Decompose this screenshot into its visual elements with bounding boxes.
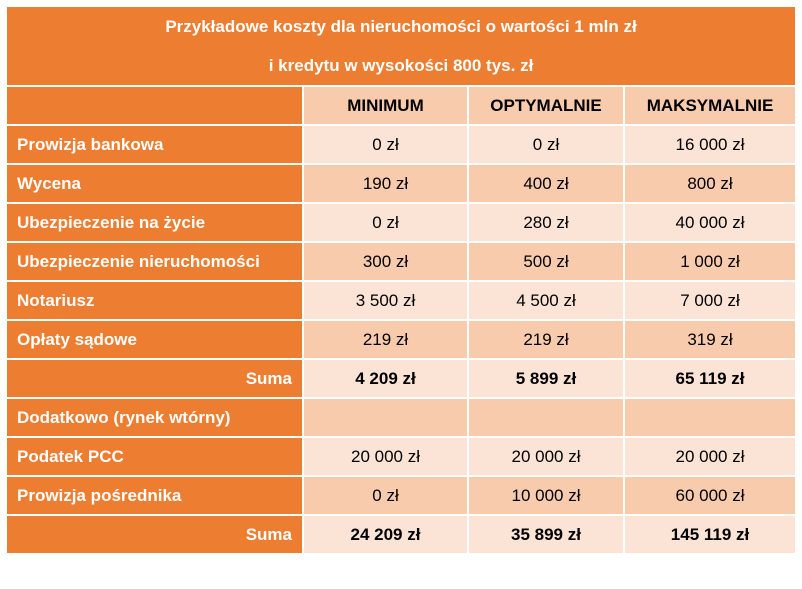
cell-minimum: 3 500 zł (302, 280, 469, 321)
cell-minimum (302, 397, 469, 438)
title-line-2: i kredytu w wysokości 800 tys. zł (268, 56, 534, 75)
header-maksymalnie: MAKSYMALNIE (622, 85, 798, 126)
row-label: Opłaty sądowe (5, 319, 304, 360)
cell-optymalnie: 400 zł (467, 163, 625, 204)
cell-maksymalnie: 20 000 zł (622, 436, 798, 477)
cell-optymalnie: 0 zł (467, 124, 625, 165)
cell-optymalnie (467, 397, 625, 438)
table-row: Ubezpieczenie na życie 0 zł 280 zł 40 00… (5, 202, 798, 243)
sum-label: Suma (5, 514, 304, 555)
sum-optymalnie: 5 899 zł (467, 358, 625, 399)
cell-maksymalnie: 7 000 zł (622, 280, 798, 321)
cell-minimum: 190 zł (302, 163, 469, 204)
row-label: Prowizja pośrednika (5, 475, 304, 516)
cell-minimum: 300 zł (302, 241, 469, 282)
sum-maksymalnie: 145 119 zł (622, 514, 798, 555)
section-label: Dodatkowo (rynek wtórny) (5, 397, 304, 438)
table-row: Podatek PCC 20 000 zł 20 000 zł 20 000 z… (5, 436, 798, 477)
sum-optymalnie: 35 899 zł (467, 514, 625, 555)
cost-table: Przykładowe koszty dla nieruchomości o w… (4, 5, 798, 555)
cell-minimum: 20 000 zł (302, 436, 469, 477)
table-row: Prowizja pośrednika 0 zł 10 000 zł 60 00… (5, 475, 798, 516)
header-optymalnie: OPTYMALNIE (467, 85, 625, 126)
cell-minimum: 0 zł (302, 124, 469, 165)
cell-optymalnie: 10 000 zł (467, 475, 625, 516)
title-line-1: Przykładowe koszty dla nieruchomości o w… (165, 17, 637, 36)
cell-minimum: 219 zł (302, 319, 469, 360)
sum-label: Suma (5, 358, 304, 399)
table-row: Opłaty sądowe 219 zł 219 zł 319 zł (5, 319, 798, 360)
table-title: Przykładowe koszty dla nieruchomości o w… (4, 5, 798, 87)
row-label: Prowizja bankowa (5, 124, 304, 165)
cell-maksymalnie: 40 000 zł (622, 202, 798, 243)
title-row: Przykładowe koszty dla nieruchomości o w… (4, 5, 798, 87)
sum-minimum: 24 209 zł (302, 514, 469, 555)
row-label: Ubezpieczenie nieruchomości (5, 241, 304, 282)
cell-minimum: 0 zł (302, 475, 469, 516)
cell-maksymalnie: 60 000 zł (622, 475, 798, 516)
row-label: Podatek PCC (5, 436, 304, 477)
cell-minimum: 0 zł (302, 202, 469, 243)
row-label: Ubezpieczenie na życie (5, 202, 304, 243)
cell-maksymalnie: 1 000 zł (622, 241, 798, 282)
sum-minimum: 4 209 zł (302, 358, 469, 399)
table-row: Ubezpieczenie nieruchomości 300 zł 500 z… (5, 241, 798, 282)
cell-maksymalnie: 16 000 zł (622, 124, 798, 165)
sum-maksymalnie: 65 119 zł (622, 358, 798, 399)
row-label: Wycena (5, 163, 304, 204)
cell-optymalnie: 280 zł (467, 202, 625, 243)
table-row: Notariusz 3 500 zł 4 500 zł 7 000 zł (5, 280, 798, 321)
cell-optymalnie: 4 500 zł (467, 280, 625, 321)
cell-optymalnie: 20 000 zł (467, 436, 625, 477)
cell-optymalnie: 500 zł (467, 241, 625, 282)
cell-optymalnie: 219 zł (467, 319, 625, 360)
sum-row: Suma 24 209 zł 35 899 zł 145 119 zł (5, 514, 798, 555)
row-label: Notariusz (5, 280, 304, 321)
cell-maksymalnie (622, 397, 798, 438)
cell-maksymalnie: 800 zł (622, 163, 798, 204)
sum-row: Suma 4 209 zł 5 899 zł 65 119 zł (5, 358, 798, 399)
header-minimum: MINIMUM (302, 85, 469, 126)
section-row: Dodatkowo (rynek wtórny) (5, 397, 798, 438)
column-header-row: MINIMUM OPTYMALNIE MAKSYMALNIE (5, 85, 798, 126)
header-empty-cell (5, 85, 304, 126)
table-row: Wycena 190 zł 400 zł 800 zł (5, 163, 798, 204)
cell-maksymalnie: 319 zł (622, 319, 798, 360)
table-row: Prowizja bankowa 0 zł 0 zł 16 000 zł (5, 124, 798, 165)
